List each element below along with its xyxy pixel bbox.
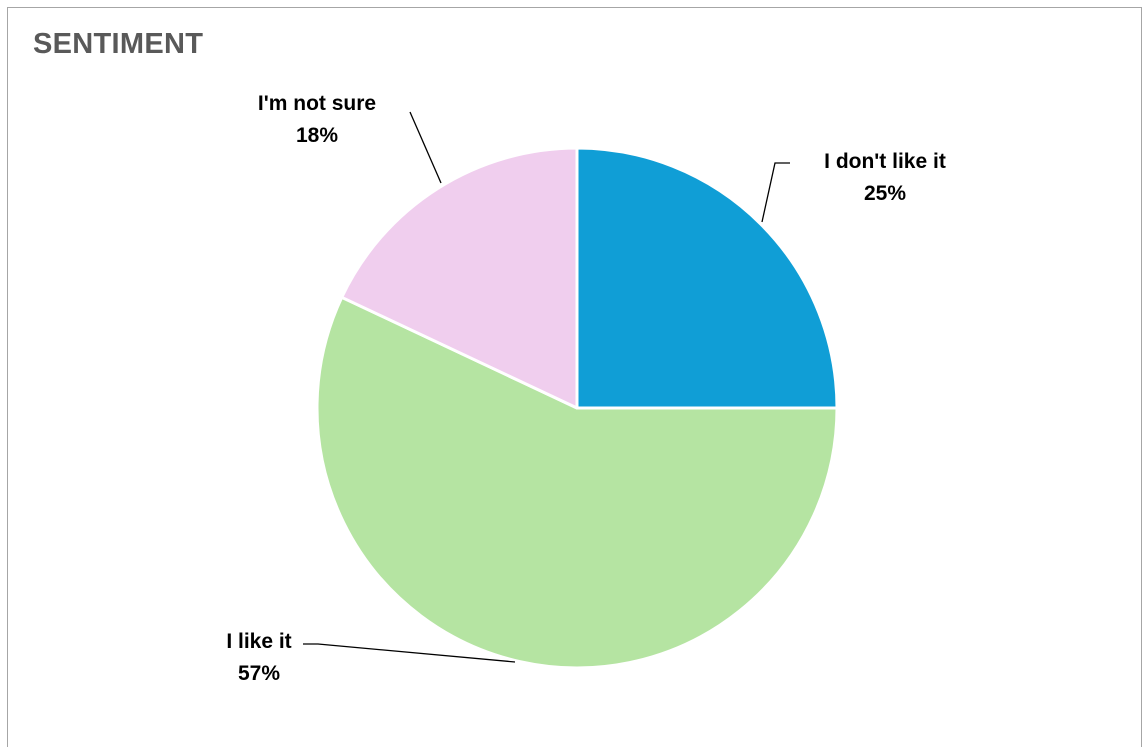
- leader-line: [303, 643, 516, 663]
- slice-percent-label: 57%: [238, 662, 280, 685]
- chart-frame: [7, 7, 1142, 747]
- chart-title: SENTIMENT: [33, 28, 204, 60]
- slice-category-label: I don't like it: [824, 150, 946, 173]
- slice-percent-label: 18%: [296, 124, 338, 147]
- labels-layer: I don't like it 25% I like it 57% I'm not su…: [226, 92, 946, 685]
- leader-lines-layer: [303, 111, 790, 663]
- leader-line: [409, 111, 442, 184]
- pie-slice: [340, 146, 579, 410]
- slice-category-label: I like it: [226, 630, 291, 653]
- leader-line: [761, 162, 790, 223]
- slice-category-label: I'm not sure: [258, 92, 376, 115]
- pie-slice: [315, 295, 839, 670]
- slice-percent-label: 25%: [864, 182, 906, 205]
- slices-layer: [315, 146, 839, 670]
- pie-slice: [575, 146, 839, 410]
